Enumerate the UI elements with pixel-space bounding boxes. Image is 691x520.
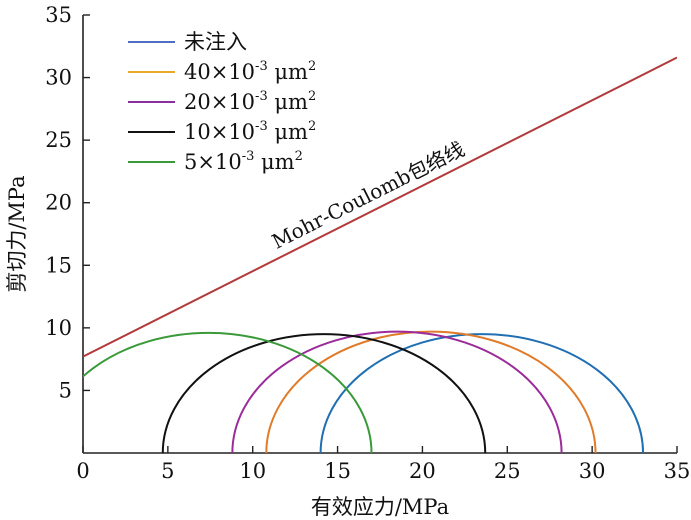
mohr-circles <box>83 330 645 453</box>
x-tick-label: 35 <box>664 459 691 483</box>
mohr-circle-1 <box>319 333 645 453</box>
legend-label-5: 5×10-3 μm2 <box>184 149 303 174</box>
legend-label-4: 10×10-3 μm2 <box>184 119 316 144</box>
y-tick-label: 35 <box>45 3 72 27</box>
y-tick-label: 5 <box>59 378 72 402</box>
legend: 未注入 40×10-3 μm2 20×10-3 μm2 10×10-3 μm2 5×10… <box>128 30 316 174</box>
envelope-line <box>83 56 677 358</box>
y-axis-title: 剪切力/MPa <box>5 175 29 292</box>
mohr-circle-3 <box>231 330 563 453</box>
x-tick-label: 25 <box>494 459 521 483</box>
x-ticks: 0 5 10 15 20 25 30 35 <box>76 446 690 483</box>
x-axis-title: 有效应力/MPa <box>311 495 449 519</box>
envelope-group <box>83 56 677 358</box>
y-tick-label: 25 <box>45 128 72 152</box>
y-tick-label: 20 <box>45 191 72 215</box>
legend-label-2: 40×10-3 μm2 <box>184 59 316 84</box>
legend-label-3: 20×10-3 μm2 <box>184 89 316 114</box>
y-ticks: 5 10 15 20 25 30 35 <box>45 3 90 402</box>
x-tick-label: 30 <box>579 459 606 483</box>
mohr-circle-4 <box>161 333 487 453</box>
x-tick-label: 20 <box>409 459 436 483</box>
y-tick-label: 10 <box>45 316 72 340</box>
y-tick-label: 15 <box>45 253 72 277</box>
x-tick-label: 0 <box>76 459 89 483</box>
mohr-circle-5 <box>83 332 373 453</box>
x-tick-label: 15 <box>324 459 351 483</box>
x-tick-label: 10 <box>239 459 266 483</box>
x-tick-label: 5 <box>161 459 174 483</box>
legend-label-1: 未注入 <box>184 30 247 54</box>
mohr-circle-2 <box>265 330 597 453</box>
y-tick-label: 30 <box>45 66 72 90</box>
